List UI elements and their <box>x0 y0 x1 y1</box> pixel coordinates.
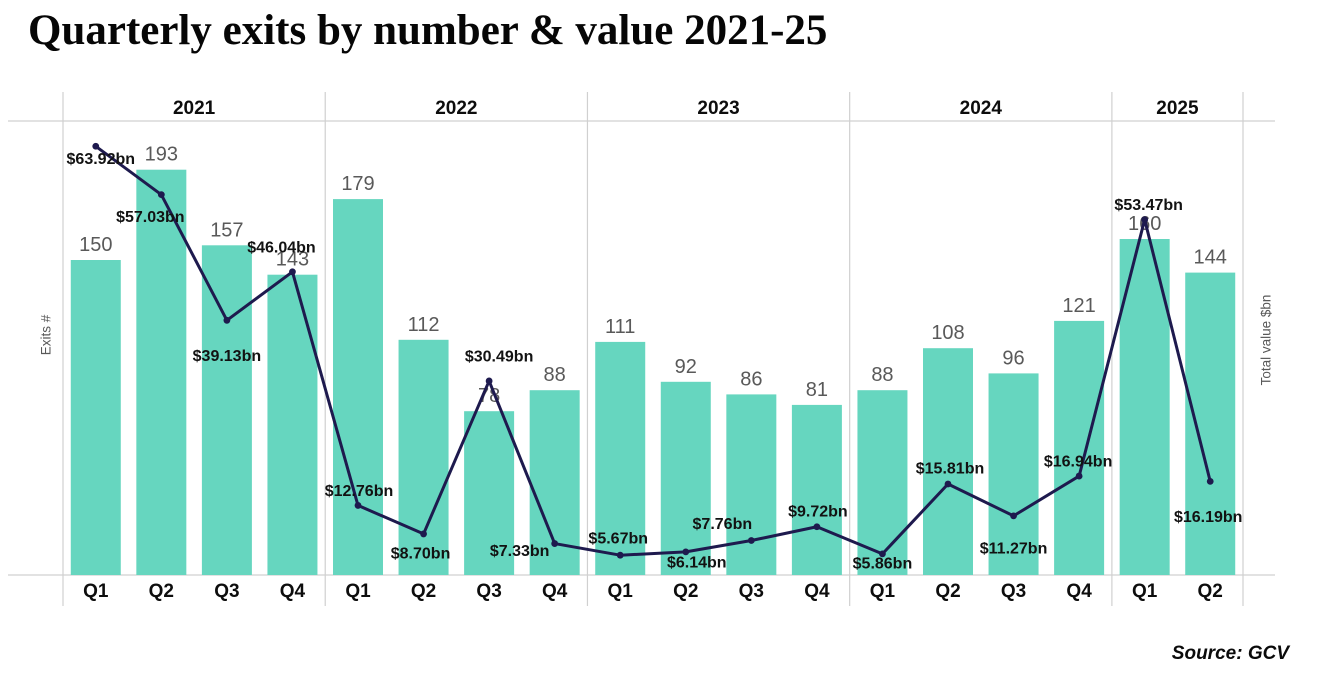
quarter-label-2022-Q2: Q2 <box>411 581 436 602</box>
value-label: $30.49bn <box>465 348 533 365</box>
quarter-label-2022-Q3: Q3 <box>476 581 501 602</box>
quarter-label-2022-Q4: Q4 <box>542 581 568 602</box>
bar-2023-Q3 <box>726 394 777 575</box>
bar-2024-Q2 <box>923 348 973 575</box>
bar-count-label: 179 <box>341 173 374 195</box>
quarter-label-2021-Q4: Q4 <box>280 581 306 602</box>
bar-2021-Q1 <box>70 260 121 575</box>
bar-count-label: 88 <box>544 364 566 386</box>
bar-count-label: 112 <box>408 314 440 336</box>
bar-2025-Q2 <box>1185 272 1236 575</box>
line-point-2022-Q4 <box>551 540 559 547</box>
value-line <box>94 145 1212 557</box>
bar-count-label: 143 <box>276 249 309 271</box>
source-credit: Source: GCV <box>1171 643 1289 664</box>
bar-2022-Q3 <box>464 411 515 575</box>
value-label: $9.72bn <box>788 503 848 520</box>
right-axis-label: Total value $bn <box>1258 294 1274 386</box>
line-point-2023-Q3 <box>747 537 755 544</box>
value-label: $16.94bn <box>1044 454 1112 471</box>
line-point-2024-Q1 <box>879 550 886 558</box>
line-point-2021-Q2 <box>157 191 165 199</box>
bar-count-label: 96 <box>1002 347 1024 369</box>
value-label: $6.14bn <box>667 554 727 571</box>
year-label-2023: 2023 <box>697 98 739 119</box>
bar-count-label: 144 <box>1194 247 1227 269</box>
value-label: $8.70bn <box>391 545 451 562</box>
bar-count-label: 121 <box>1062 295 1095 317</box>
value-label: $53.47bn <box>1114 197 1182 214</box>
bar-count-label: 111 <box>605 316 635 338</box>
line-point-2023-Q4 <box>813 523 821 531</box>
year-label-2021: 2021 <box>173 98 216 119</box>
bar-2021-Q2 <box>136 169 187 575</box>
line-point-2021-Q4 <box>289 268 296 276</box>
value-label: $16.19bn <box>1174 509 1242 526</box>
quarter-label-2021-Q3: Q3 <box>214 581 239 602</box>
line-point-2023-Q1 <box>616 551 624 559</box>
quarter-label-2024-Q1: Q1 <box>870 581 896 602</box>
line-point-2024-Q2 <box>944 480 952 488</box>
bar-2021-Q3 <box>201 245 252 576</box>
line-point-2024-Q4 <box>1075 472 1083 480</box>
year-label-2022: 2022 <box>435 98 477 119</box>
left-axis-label: Exits # <box>38 314 54 356</box>
line-point-2022-Q2 <box>420 530 427 538</box>
chart-title: Quarterly exits by number & value 2021-2… <box>28 7 828 54</box>
bar-2023-Q4 <box>791 404 842 575</box>
bar-count-label: 92 <box>675 356 697 378</box>
line-point-2023-Q2 <box>682 548 690 556</box>
value-label: $46.04bn <box>247 239 315 256</box>
line-point-2021-Q1 <box>92 142 100 150</box>
value-label: $12.76bn <box>325 483 393 500</box>
bar-2021-Q4 <box>267 274 318 575</box>
line-point-2021-Q3 <box>223 316 231 324</box>
value-label: $11.27bn <box>980 540 1048 557</box>
year-label-2024: 2024 <box>960 98 1003 119</box>
line-point-2022-Q1 <box>354 502 362 509</box>
value-label: $63.92bn <box>67 151 135 168</box>
quarter-label-2025-Q2: Q2 <box>1198 581 1223 602</box>
bar-2024-Q3 <box>988 373 1039 575</box>
quarter-label-2023-Q3: Q3 <box>739 581 764 602</box>
quarter-label-2024-Q3: Q3 <box>1001 581 1026 602</box>
bar-count-label: 150 <box>79 234 112 256</box>
bar-count-label: 88 <box>871 364 893 386</box>
quarter-label-2024-Q2: Q2 <box>935 581 960 602</box>
value-label: $7.33bn <box>490 543 550 560</box>
value-label: $57.03bn <box>116 209 184 226</box>
line-point-2022-Q3 <box>485 377 493 385</box>
value-label: $7.76bn <box>693 516 753 533</box>
quarter-label-2023-Q2: Q2 <box>673 581 698 602</box>
bar-count-label: 157 <box>210 219 243 241</box>
line-point-2025-Q2 <box>1206 477 1214 485</box>
value-label: $15.81bn <box>916 461 984 478</box>
line-point-2024-Q3 <box>1010 512 1017 520</box>
bar-2025-Q1 <box>1119 239 1170 575</box>
bar-count-label: 86 <box>740 368 762 390</box>
bar-2024-Q4 <box>1054 320 1105 575</box>
quarter-label-2021-Q1: Q1 <box>83 581 109 602</box>
quarter-label-2025-Q1: Q1 <box>1132 581 1158 602</box>
value-label: $39.13bn <box>193 348 261 365</box>
bar-count-label: 193 <box>145 144 178 166</box>
quarter-label-2023-Q4: Q4 <box>804 581 830 602</box>
quarter-label-2023-Q1: Q1 <box>608 581 634 602</box>
value-label: $5.86bn <box>853 555 913 572</box>
quarter-label-2022-Q1: Q1 <box>345 581 371 602</box>
bar-2023-Q2 <box>660 381 711 575</box>
quarter-label-2024-Q4: Q4 <box>1066 581 1092 602</box>
line-point-2025-Q1 <box>1141 216 1149 224</box>
bar-count-label: 108 <box>931 322 964 344</box>
value-label: $5.67bn <box>588 531 648 548</box>
bar-2023-Q1 <box>595 341 646 575</box>
bar-2022-Q1 <box>333 199 383 575</box>
quarter-label-2021-Q2: Q2 <box>149 581 174 602</box>
bar-2022-Q2 <box>398 339 449 575</box>
year-label-2025: 2025 <box>1156 98 1199 119</box>
bar-count-label: 81 <box>806 379 828 401</box>
bar-2024-Q1 <box>857 390 908 575</box>
